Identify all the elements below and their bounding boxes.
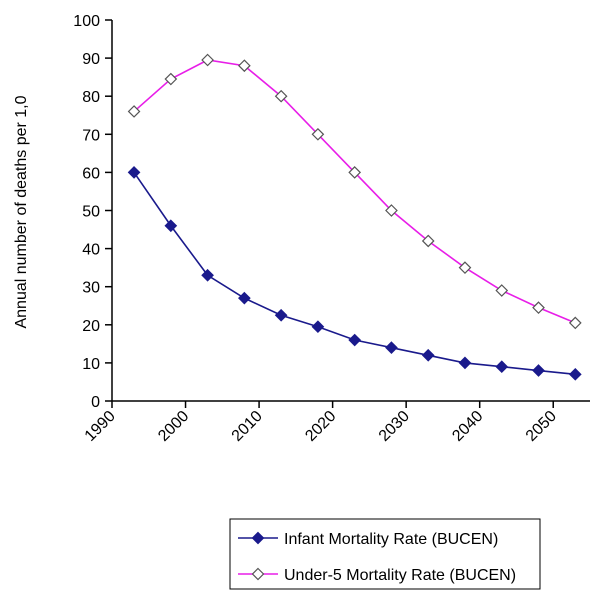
data-point-marker [201,53,214,67]
y-axis-title: Annual number of deaths per 1,0 [13,95,30,328]
x-tick-label: 2020 [302,408,339,445]
series-infant-mortality [127,166,582,381]
y-tick-label: 10 [82,356,100,373]
x-tick-label: 1990 [82,408,119,445]
data-point-marker [274,89,288,103]
series-line [133,59,576,324]
x-axis-ticks: 1990 2000 2010 2020 2030 2040 2050 [82,401,560,445]
legend-entries: Infant Mortality Rate (BUCEN) Under-5 Mor… [238,531,516,584]
data-point-marker [421,348,435,362]
legend-entry: Under-5 Mortality Rate (BUCEN) [238,567,516,584]
data-point-marker [532,301,545,315]
data-point-marker [495,360,509,374]
legend-label: Infant Mortality Rate (BUCEN) [284,531,498,548]
data-point-marker [532,364,545,377]
series-layer [127,53,582,381]
legend: Infant Mortality Rate (BUCEN) Under-5 Mor… [229,518,541,590]
data-point-marker [348,166,362,179]
data-point-marker [458,261,472,274]
y-tick-label: 0 [91,394,100,411]
data-point-marker [348,333,362,347]
data-point-marker [311,127,325,141]
data-point-marker [238,291,251,305]
data-point-marker [568,316,582,330]
data-point-marker [421,234,435,248]
data-point-marker [127,105,141,118]
x-tick-label: 2040 [449,408,486,445]
y-tick-label: 100 [73,13,100,30]
x-tick-label: 2010 [229,408,266,445]
x-tick-label: 2000 [155,408,192,445]
y-tick-label: 80 [82,89,100,106]
x-tick-label: 2050 [523,408,560,445]
data-point-marker [127,166,141,179]
y-tick-label: 70 [82,127,100,144]
y-tick-label: 50 [82,204,100,221]
legend-label: Under-5 Mortality Rate (BUCEN) [284,567,516,584]
legend-entry: Infant Mortality Rate (BUCEN) [238,531,498,548]
y-axis-ticks: 0 10 20 30 40 50 60 70 80 90 100 [73,13,112,411]
y-tick-label: 20 [82,318,100,335]
legend-marker [251,567,265,581]
data-point-marker [458,356,472,370]
y-tick-label: 90 [82,51,100,68]
legend-marker [251,531,265,545]
data-point-marker [201,268,214,282]
data-point-marker [495,284,509,297]
data-point-marker [274,308,288,322]
data-point-marker [568,367,582,381]
data-point-marker [164,219,178,233]
data-point-marker [385,204,398,217]
data-point-marker [238,59,251,73]
data-point-marker [385,341,398,355]
y-tick-label: 30 [82,280,100,297]
y-tick-label: 40 [82,242,100,259]
legend-box [229,518,541,590]
data-point-marker [164,72,178,86]
series-under5-mortality [127,53,582,330]
data-point-marker [311,320,325,334]
x-tick-label: 2030 [376,408,413,445]
y-tick-label: 60 [82,165,100,182]
